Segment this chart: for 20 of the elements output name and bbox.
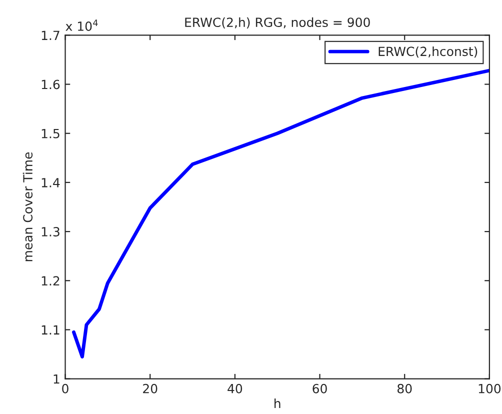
x-tick-label: 60 <box>312 384 327 394</box>
text: x 10$^{4}$ <box>66 20 98 31</box>
x-tick-label: 20 <box>143 384 158 394</box>
y-tick-label: 1.1 <box>42 325 60 334</box>
y-tick-label: 1.4 <box>42 178 60 188</box>
y-tick-label: 1.5 <box>42 129 60 138</box>
line-series <box>72 68 490 358</box>
x-tick-label: 100 <box>478 384 501 394</box>
y-tick-label: 1.2 <box>42 276 60 286</box>
x-tick-label: 0 <box>62 384 68 394</box>
y-tick-label: 1 <box>54 374 60 384</box>
y-tick-label: 1.3 <box>42 227 60 236</box>
x-tick-label: 40 <box>228 384 242 394</box>
y-tick-label: 1.6 <box>42 80 60 90</box>
x-tick-label: 80 <box>398 384 412 394</box>
chart-title: ERWC(2,h) RGG, nodes = 900 <box>185 17 370 29</box>
y-axis-title: mean Cover Time <box>22 152 33 262</box>
legend-label: ERWC(2,hconst) <box>378 46 478 58</box>
x-axis-title: h <box>274 398 280 408</box>
y-tick-label: 1.7 <box>42 30 60 40</box>
